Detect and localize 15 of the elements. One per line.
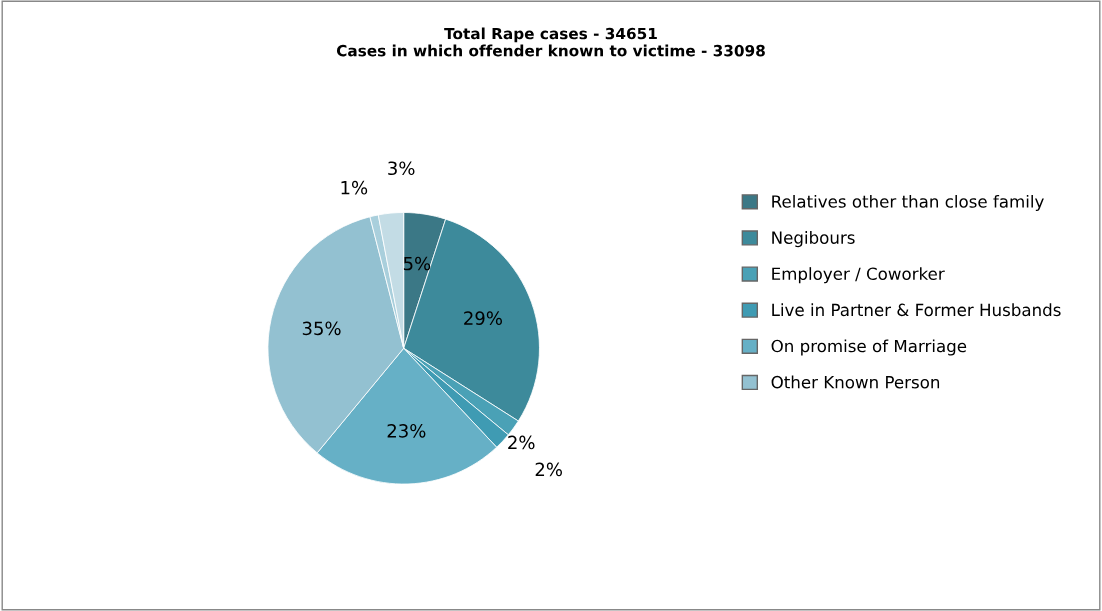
- data-label: 23%: [387, 423, 426, 438]
- legend-label: Employer / Coworker: [772, 267, 945, 284]
- data-label: 29%: [464, 311, 502, 325]
- legend-label: Relatives other than close family: [772, 194, 1044, 212]
- legend-label: Other Known Person: [771, 375, 940, 389]
- legend-label: Live in Partner & Former Husbands: [772, 303, 1061, 317]
- data-label: 1%: [341, 180, 368, 195]
- data-label: 2%: [535, 462, 562, 477]
- chart-title: Total Rape cases - 34651 Cases in which offender known to victime - 33098: [336, 27, 765, 57]
- data-label: 2%: [508, 435, 535, 450]
- data-label: 35%: [302, 321, 341, 336]
- data-label: 5%: [403, 256, 431, 271]
- legend-label: Negibours: [772, 231, 855, 248]
- legend-label: On promise of Marriage: [771, 339, 967, 356]
- data-label: 3%: [388, 161, 415, 176]
